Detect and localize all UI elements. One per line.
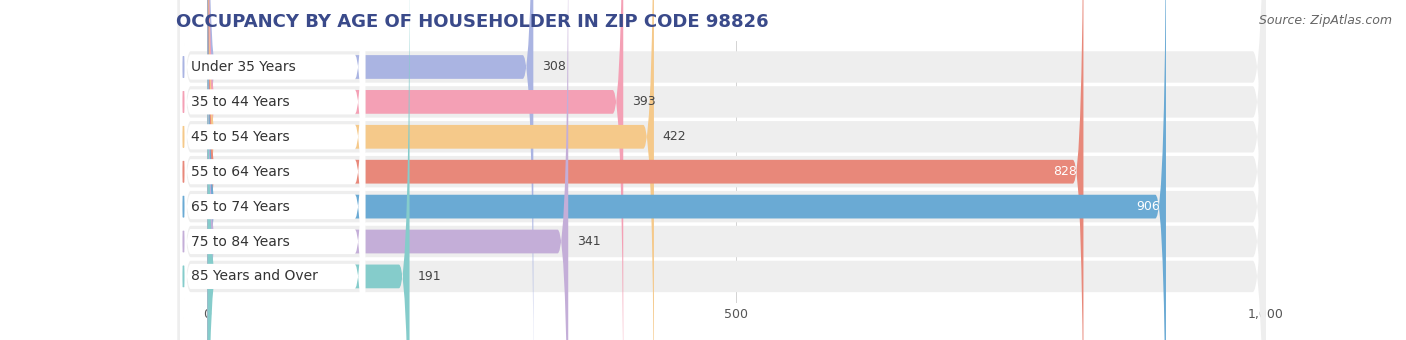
- Text: Under 35 Years: Under 35 Years: [191, 60, 295, 74]
- FancyBboxPatch shape: [179, 0, 1265, 340]
- FancyBboxPatch shape: [179, 0, 1265, 340]
- FancyBboxPatch shape: [180, 0, 366, 340]
- Text: OCCUPANCY BY AGE OF HOUSEHOLDER IN ZIP CODE 98826: OCCUPANCY BY AGE OF HOUSEHOLDER IN ZIP C…: [176, 13, 768, 31]
- Text: 191: 191: [418, 270, 441, 283]
- Text: 308: 308: [541, 61, 565, 73]
- Text: 65 to 74 Years: 65 to 74 Years: [191, 200, 290, 214]
- FancyBboxPatch shape: [179, 0, 1265, 340]
- Text: Source: ZipAtlas.com: Source: ZipAtlas.com: [1258, 14, 1392, 27]
- FancyBboxPatch shape: [180, 0, 366, 340]
- FancyBboxPatch shape: [180, 0, 366, 340]
- FancyBboxPatch shape: [180, 0, 366, 340]
- FancyBboxPatch shape: [179, 0, 1265, 340]
- FancyBboxPatch shape: [179, 0, 1265, 340]
- Text: 828: 828: [1053, 165, 1077, 178]
- Text: 422: 422: [662, 130, 686, 143]
- FancyBboxPatch shape: [180, 0, 366, 340]
- FancyBboxPatch shape: [208, 0, 568, 340]
- FancyBboxPatch shape: [179, 0, 1265, 340]
- FancyBboxPatch shape: [208, 0, 623, 340]
- FancyBboxPatch shape: [180, 0, 366, 340]
- Text: 45 to 54 Years: 45 to 54 Years: [191, 130, 290, 144]
- FancyBboxPatch shape: [208, 0, 1084, 340]
- Text: 75 to 84 Years: 75 to 84 Years: [191, 235, 290, 249]
- Text: 906: 906: [1136, 200, 1160, 213]
- Text: 341: 341: [576, 235, 600, 248]
- FancyBboxPatch shape: [208, 0, 654, 340]
- FancyBboxPatch shape: [208, 0, 1166, 340]
- Text: 85 Years and Over: 85 Years and Over: [191, 269, 318, 284]
- FancyBboxPatch shape: [180, 0, 366, 340]
- Text: 35 to 44 Years: 35 to 44 Years: [191, 95, 290, 109]
- Text: 55 to 64 Years: 55 to 64 Years: [191, 165, 290, 179]
- Text: 393: 393: [631, 96, 655, 108]
- FancyBboxPatch shape: [208, 0, 533, 340]
- FancyBboxPatch shape: [208, 0, 409, 340]
- FancyBboxPatch shape: [179, 0, 1265, 340]
